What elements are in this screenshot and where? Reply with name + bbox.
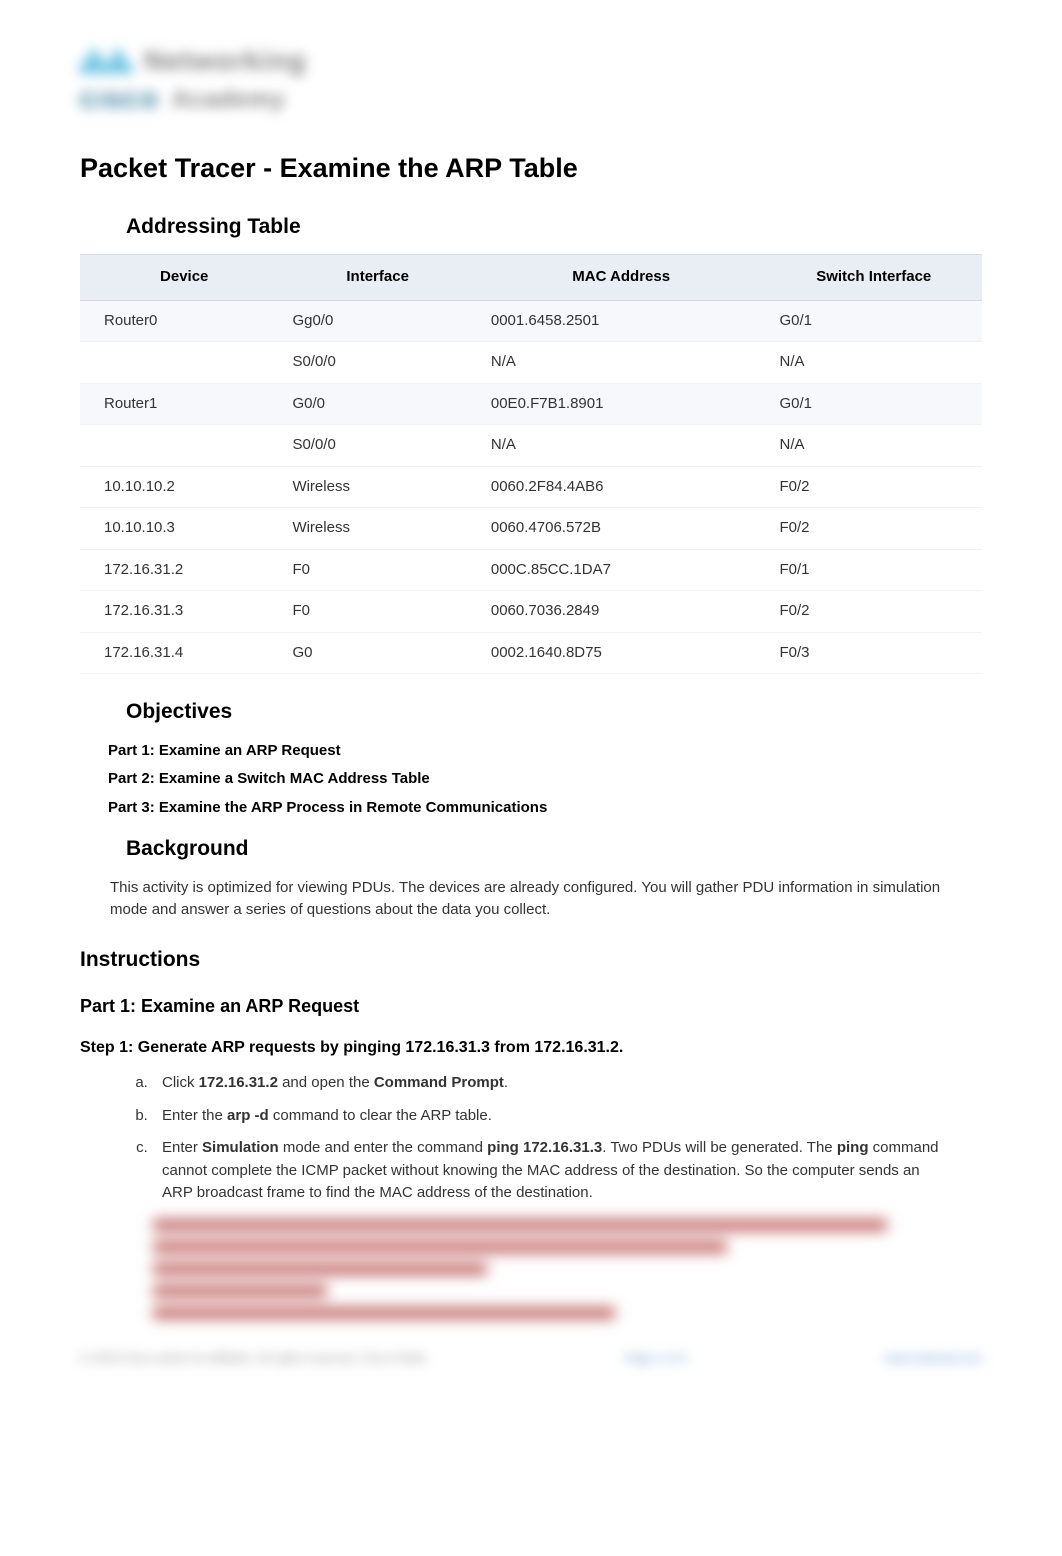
table-row: 10.10.10.3Wireless0060.4706.572BF0/2 (80, 508, 982, 550)
table-cell: N/A (766, 342, 983, 384)
blurred-line (152, 1241, 728, 1253)
text: . (504, 1074, 508, 1091)
table-row: 172.16.31.3F00060.7036.2849F0/2 (80, 591, 982, 633)
footer: © 2019 Cisco and/or its affiliates. All … (80, 1349, 982, 1367)
simulation-bold: Simulation (202, 1139, 279, 1156)
logo-word-2: Academy (172, 82, 286, 118)
addressing-table: Device Interface MAC Address Switch Inte… (80, 254, 982, 674)
table-cell: G0 (278, 632, 476, 674)
text: mode and enter the command (279, 1139, 487, 1156)
text: and open the (278, 1074, 374, 1091)
table-cell: F0/2 (766, 466, 983, 508)
logo-brand: CISCO (80, 84, 160, 117)
table-cell: F0 (278, 591, 476, 633)
table-cell: Wireless (278, 508, 476, 550)
section-background: Background (126, 833, 982, 865)
objective-part1: Part 1: Examine an ARP Request (108, 740, 982, 763)
section-addressing-table: Addressing Table (126, 211, 982, 243)
blurred-line (152, 1263, 488, 1275)
background-text: This activity is optimized for viewing P… (110, 877, 952, 922)
table-cell: 10.10.10.2 (80, 466, 278, 508)
table-cell: 00E0.F7B1.8901 (477, 383, 766, 425)
col-mac: MAC Address (477, 255, 766, 301)
table-cell: Gg0/0 (278, 300, 476, 342)
table-cell: G0/1 (766, 383, 983, 425)
text: command to clear the ARP table. (269, 1107, 492, 1124)
table-cell: Router1 (80, 383, 278, 425)
table-cell: Wireless (278, 466, 476, 508)
table-cell (80, 425, 278, 467)
section-objectives: Objectives (126, 696, 982, 728)
cmd-prompt-bold: Command Prompt (374, 1074, 504, 1091)
table-cell: G0/1 (766, 300, 983, 342)
table-cell: 10.10.10.3 (80, 508, 278, 550)
cisco-bars-icon (80, 48, 132, 74)
step1-title: Step 1: Generate ARP requests by pinging… (80, 1036, 982, 1060)
table-row: 172.16.31.4G00002.1640.8D75F0/3 (80, 632, 982, 674)
step1-a: Click 172.16.31.2 and open the Command P… (152, 1072, 952, 1095)
blurred-content (152, 1219, 952, 1319)
objective-part2: Part 2: Examine a Switch MAC Address Tab… (108, 768, 982, 791)
table-row: S0/0/0N/AN/A (80, 342, 982, 384)
table-cell: F0/3 (766, 632, 983, 674)
document-title: Packet Tracer - Examine the ARP Table (80, 148, 982, 189)
table-cell: N/A (477, 342, 766, 384)
table-row: 172.16.31.2F0000C.85CC.1DA7F0/1 (80, 549, 982, 591)
footer-link: www.netacad.com (885, 1349, 982, 1367)
objective-part3: Part 3: Examine the ARP Process in Remot… (108, 797, 982, 820)
table-cell: 0002.1640.8D75 (477, 632, 766, 674)
table-cell: 0060.4706.572B (477, 508, 766, 550)
blurred-line (152, 1307, 616, 1319)
col-device: Device (80, 255, 278, 301)
ip-bold: 172.16.31.2 (199, 1074, 278, 1091)
table-cell: N/A (766, 425, 983, 467)
col-interface: Interface (278, 255, 476, 301)
text: . Two PDUs will be generated. The (602, 1139, 837, 1156)
table-cell: F0/1 (766, 549, 983, 591)
table-cell (80, 342, 278, 384)
table-row: S0/0/0N/AN/A (80, 425, 982, 467)
section-instructions: Instructions (80, 944, 982, 976)
table-cell: 000C.85CC.1DA7 (477, 549, 766, 591)
table-cell: 0060.2F84.4AB6 (477, 466, 766, 508)
footer-copyright: © 2019 Cisco and/or its affiliates. All … (80, 1349, 427, 1367)
table-row: Router0Gg0/00001.6458.2501G0/1 (80, 300, 982, 342)
table-cell: 0060.7036.2849 (477, 591, 766, 633)
ping-bold: ping (837, 1139, 869, 1156)
table-cell: F0 (278, 549, 476, 591)
table-cell: 172.16.31.2 (80, 549, 278, 591)
table-cell: N/A (477, 425, 766, 467)
part1-heading: Part 1: Examine an ARP Request (80, 993, 982, 1020)
table-cell: 172.16.31.4 (80, 632, 278, 674)
table-cell: G0/0 (278, 383, 476, 425)
step1-list: Click 172.16.31.2 and open the Command P… (152, 1072, 952, 1205)
table-cell: F0/2 (766, 508, 983, 550)
table-cell: 172.16.31.3 (80, 591, 278, 633)
text: Enter (162, 1139, 202, 1156)
table-header-row: Device Interface MAC Address Switch Inte… (80, 255, 982, 301)
ping-cmd-bold: ping 172.16.31.3 (487, 1139, 602, 1156)
footer-page: Page 1 of 3 (625, 1349, 686, 1367)
text: Enter the (162, 1107, 227, 1124)
table-row: Router1G0/000E0.F7B1.8901G0/1 (80, 383, 982, 425)
col-switch-if: Switch Interface (766, 255, 983, 301)
step1-c: Enter Simulation mode and enter the comm… (152, 1137, 952, 1205)
logo-word-1: Networking (144, 40, 306, 82)
objectives-list: Part 1: Examine an ARP Request Part 2: E… (108, 740, 982, 820)
text: Click (162, 1074, 199, 1091)
blurred-line (152, 1285, 328, 1297)
table-cell: S0/0/0 (278, 342, 476, 384)
table-cell: 0001.6458.2501 (477, 300, 766, 342)
table-cell: F0/2 (766, 591, 983, 633)
blurred-line (152, 1219, 888, 1231)
table-cell: S0/0/0 (278, 425, 476, 467)
table-cell: Router0 (80, 300, 278, 342)
logo-block: Networking CISCO Academy (80, 40, 982, 118)
table-row: 10.10.10.2Wireless0060.2F84.4AB6F0/2 (80, 466, 982, 508)
step1-b: Enter the arp -d command to clear the AR… (152, 1105, 952, 1128)
arp-d-bold: arp -d (227, 1107, 269, 1124)
